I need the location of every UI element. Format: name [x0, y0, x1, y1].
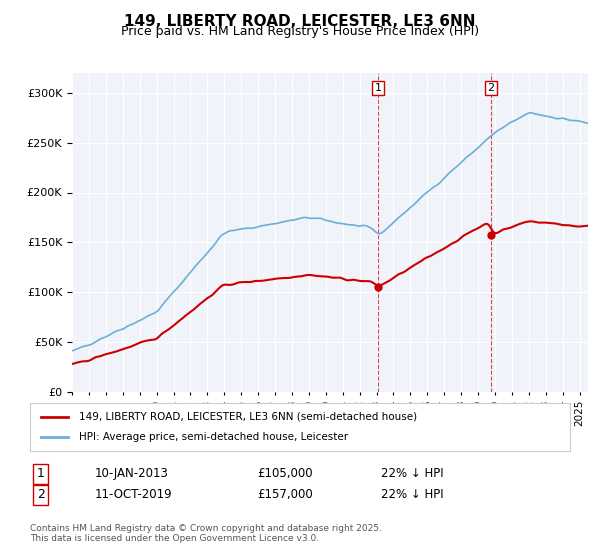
- Text: 22% ↓ HPI: 22% ↓ HPI: [381, 488, 443, 501]
- Text: 22% ↓ HPI: 22% ↓ HPI: [381, 468, 443, 480]
- Text: Price paid vs. HM Land Registry's House Price Index (HPI): Price paid vs. HM Land Registry's House …: [121, 25, 479, 38]
- Text: £105,000: £105,000: [257, 468, 313, 480]
- Text: 2: 2: [37, 488, 45, 501]
- Text: 149, LIBERTY ROAD, LEICESTER, LE3 6NN: 149, LIBERTY ROAD, LEICESTER, LE3 6NN: [124, 14, 476, 29]
- Text: 149, LIBERTY ROAD, LEICESTER, LE3 6NN (semi-detached house): 149, LIBERTY ROAD, LEICESTER, LE3 6NN (s…: [79, 412, 417, 422]
- Text: 10-JAN-2013: 10-JAN-2013: [95, 468, 169, 480]
- Text: Contains HM Land Registry data © Crown copyright and database right 2025.
This d: Contains HM Land Registry data © Crown c…: [30, 524, 382, 543]
- Text: HPI: Average price, semi-detached house, Leicester: HPI: Average price, semi-detached house,…: [79, 432, 348, 442]
- Text: 11-OCT-2019: 11-OCT-2019: [95, 488, 172, 501]
- Text: 2: 2: [487, 83, 494, 93]
- Text: 1: 1: [374, 83, 382, 93]
- Text: £157,000: £157,000: [257, 488, 313, 501]
- Text: 1: 1: [37, 468, 45, 480]
